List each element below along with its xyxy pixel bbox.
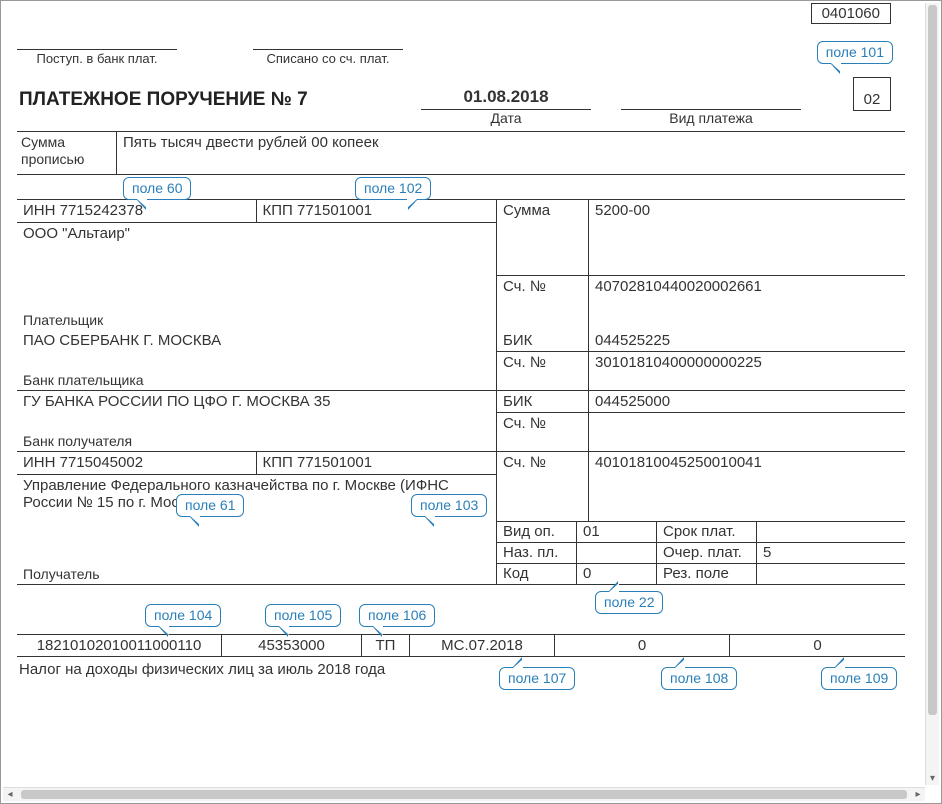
payer-acc-label: Сч. № [497,276,589,330]
payee-bank-acc [589,413,905,451]
sum-label: Сумма [497,200,589,275]
prio-value: 5 [757,543,905,563]
received-at-bank-label: Поступ. в банк плат. [17,49,177,66]
docdate: 0 [730,635,905,656]
scroll-left-icon[interactable]: ◂ [3,788,17,801]
code-label: Код [497,564,577,584]
payer-acc-value: 40702810440020002661 [589,276,905,330]
prio-label: Очер. плат. [657,543,757,563]
term-value [757,522,905,542]
payee-right: Сч. № 40101810045250010041 Вид оп. 01 Ср… [497,452,905,584]
callout-field-103: поле 103 [411,494,487,517]
payment-order-document: 0401060 Поступ. в банк плат. Списано со … [1,1,921,781]
kbk: 18210102010011000110 [17,635,222,656]
payer-right-block: Сумма 5200-00 Сч. № 40702810440020002661 [497,200,905,330]
payer-left-block: ИНН 7715242378 КПП 771501001 ООО "Альтаи… [17,200,497,330]
debited-from-account-label: Списано со сч. плат. [253,49,403,66]
op-label: Вид оп. [497,522,577,542]
callout-field-61: поле 61 [176,494,244,517]
payee-bank-right: БИК 044525000 Сч. № [497,391,905,451]
budget-row: 18210102010011000110 45353000 ТП МС.07.2… [17,634,905,657]
callout-field-109: поле 109 [821,667,897,690]
term-label: Срок плат. [657,522,757,542]
payee-bank-bik: 044525000 [589,391,905,412]
res-value [757,564,905,584]
payer-bank-bik: 044525225 [589,330,905,351]
sum-in-words-row: Сумма прописью Пять тысяч двести рублей … [17,131,905,175]
payment-type-block: Вид платежа [621,87,801,126]
scroll-right-icon[interactable]: ▸ [911,788,925,801]
op-value: 01 [577,522,657,542]
payee-bank-caption: Банк получателя [17,431,496,451]
res-label: Рез. поле [657,564,757,584]
callout-field-60: поле 60 [123,177,191,200]
payer-name: ООО "Альтаир" [17,223,496,310]
period: МС.07.2018 [410,635,555,656]
callout-field-104: поле 104 [145,604,221,627]
date-value: 01.08.2018 [421,87,591,107]
docnum: 0 [555,635,730,656]
scroll-frame: 0401060 Поступ. в банк плат. Списано со … [0,0,942,804]
sum-in-words-label: Сумма прописью [17,132,117,174]
callout-field-107: поле 107 [499,667,575,690]
naz-label: Наз. пл. [497,543,577,563]
payment-type-label: Вид платежа [621,109,801,126]
horizontal-scrollbar[interactable]: ◂ ▸ [3,787,925,801]
date-block: 01.08.2018 Дата [421,87,591,126]
payer-bank-bik-label: БИК [497,330,589,351]
payer-bank-acc: 30101810400000000225 [589,352,905,390]
payee-acc-label: Сч. № [497,452,589,521]
payee-acc: 40101810045250010041 [589,452,905,521]
main-grid: ИНН 7715242378 КПП 771501001 ООО "Альтаи… [17,199,905,585]
sum-in-words-value: Пять тысяч двести рублей 00 копеек [117,132,905,174]
callout-field-22: поле 22 [595,591,663,614]
document-title: ПЛАТЕЖНОЕ ПОРУЧЕНИЕ № 7 [19,89,308,111]
vertical-scrollbar[interactable]: ▾ [925,3,939,785]
payee-bank-name: ГУ БАНКА РОССИИ ПО ЦФО Г. МОСКВА 35 [17,391,496,431]
payee-caption: Получатель [17,564,496,584]
oktmo: 45353000 [222,635,362,656]
payer-kpp: КПП 771501001 [257,200,497,222]
callout-field-108: поле 108 [661,667,737,690]
callout-field-101: поле 101 [817,41,893,64]
payment-purpose: Налог на доходы физических лиц за июль 2… [19,661,903,678]
payer-bank-left: ПАО СБЕРБАНК Г. МОСКВА Банк плательщика [17,330,497,390]
callout-field-102: поле 102 [355,177,431,200]
field-101-value: 02 [864,91,881,108]
naz-value [577,543,657,563]
callout-field-106: поле 106 [359,604,435,627]
payee-inn: ИНН 7715045002 [17,452,257,474]
date-label: Дата [421,109,591,126]
horizontal-scroll-thumb[interactable] [21,790,907,799]
payer-bank-acc-label: Сч. № [497,352,589,390]
payee-bank-bik-label: БИК [497,391,589,412]
form-code: 0401060 [811,3,891,24]
scroll-down-icon[interactable]: ▾ [926,771,939,785]
payer-caption: Плательщик [17,310,496,330]
payer-bank-right: БИК 044525225 Сч. № 30101810400000000225 [497,330,905,390]
field-101-box: 02 [853,77,891,111]
payment-type-value [621,87,801,107]
vertical-scroll-thumb[interactable] [928,5,937,715]
footer-small-grid: Вид оп. 01 Срок плат. Наз. пл. Очер. пла… [497,522,905,584]
payee-bank-acc-label: Сч. № [497,413,589,451]
payer-bank-caption: Банк плательщика [17,370,496,390]
payer-bank-name: ПАО СБЕРБАНК Г. МОСКВА [17,330,496,370]
sum-value: 5200-00 [589,200,905,275]
payee-bank-left: ГУ БАНКА РОССИИ ПО ЦФО Г. МОСКВА 35 Банк… [17,391,497,451]
payee-kpp: КПП 771501001 [257,452,497,474]
callout-field-105: поле 105 [265,604,341,627]
basis: ТП [362,635,410,656]
